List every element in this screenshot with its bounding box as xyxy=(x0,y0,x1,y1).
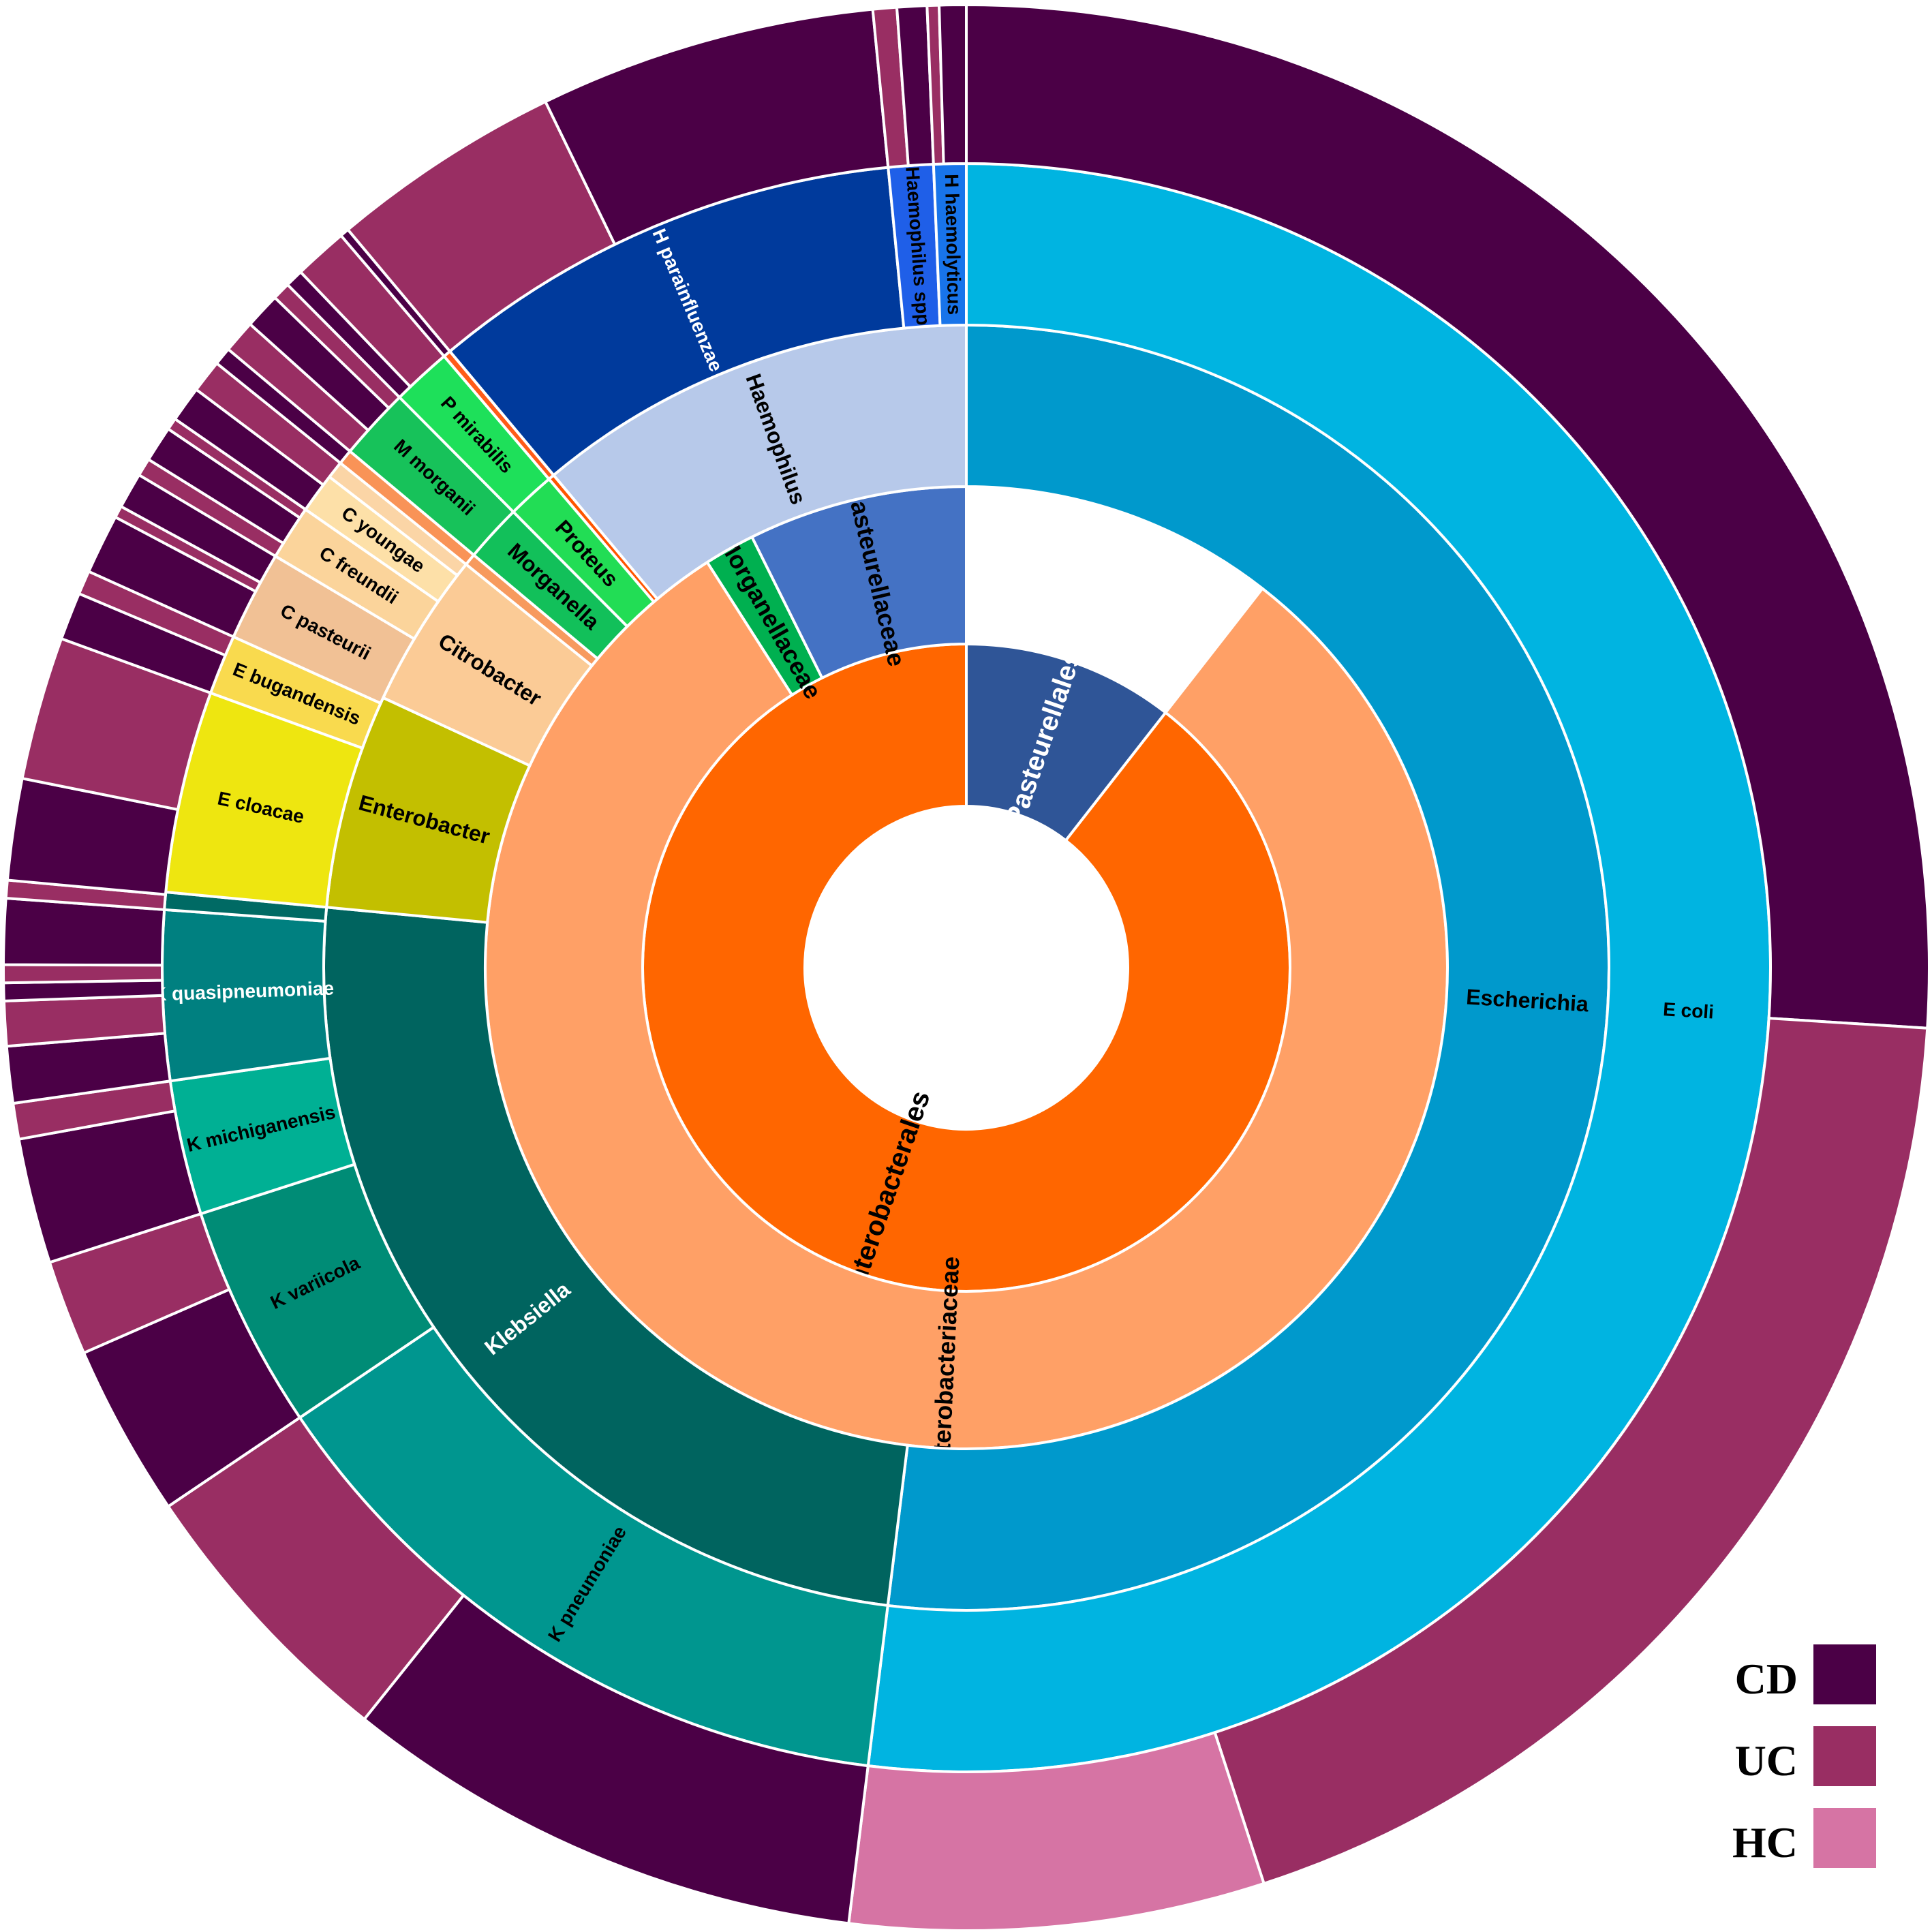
legend-swatch xyxy=(1813,1726,1876,1786)
legend-item-cd: CD xyxy=(1699,1639,1876,1721)
legend-swatch xyxy=(1813,1644,1876,1704)
species-label: H haemolyticus xyxy=(941,174,965,316)
legend-label: CD xyxy=(1734,1655,1798,1703)
legend: CD UC HC xyxy=(1699,1639,1876,1884)
species-label: E coli xyxy=(1662,998,1714,1023)
ring-cohort xyxy=(2,3,1931,1932)
order-segment xyxy=(965,642,1168,842)
legend-item-hc: HC xyxy=(1699,1803,1876,1884)
cohort-segment xyxy=(937,3,968,166)
ring-genus: EscherichiaKlebsiellaEnterobacterCitroba… xyxy=(322,323,1610,1612)
legend-item-uc: UC xyxy=(1699,1721,1876,1803)
cohort-segment xyxy=(965,3,1931,1030)
legend-swatch xyxy=(1813,1808,1876,1868)
cohort-segment xyxy=(2,963,164,985)
legend-label: UC xyxy=(1734,1736,1798,1785)
legend-label: HC xyxy=(1732,1818,1798,1867)
